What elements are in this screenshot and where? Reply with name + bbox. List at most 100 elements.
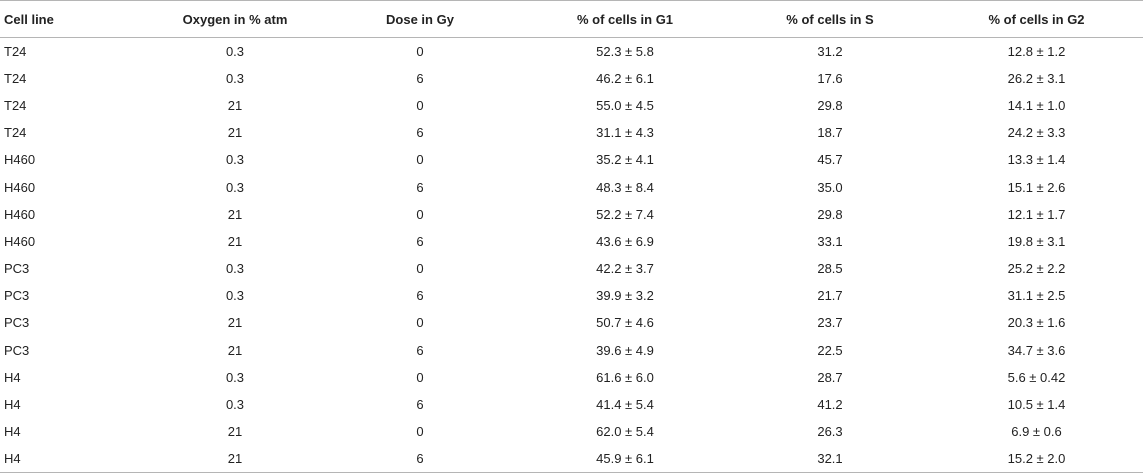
table-row: H460 0.3 6 48.3 ± 8.4 35.0 15.1 ± 2.6: [0, 173, 1143, 200]
table-row: H460 21 6 43.6 ± 6.9 33.1 19.8 ± 3.1: [0, 228, 1143, 255]
header-row: Cell line Oxygen in % atm Dose in Gy % o…: [0, 0, 1143, 38]
cell-s: 28.7: [817, 369, 843, 385]
cell-s: 29.8: [817, 97, 843, 113]
cell-dose: 0: [416, 369, 424, 385]
cell-g1: 39.9 ± 3.2: [596, 288, 654, 304]
table-row: PC3 0.3 0 42.2 ± 3.7 28.5 25.2 ± 2.2: [0, 255, 1143, 282]
cell-g1: 35.2 ± 4.1: [596, 152, 654, 168]
cell-dose: 6: [416, 397, 424, 413]
cell-s: 26.3: [817, 424, 843, 440]
table-row: H460 21 0 52.2 ± 7.4 29.8 12.1 ± 1.7: [0, 201, 1143, 228]
header-g2: % of cells in G2: [930, 0, 1143, 38]
cell-g1: 31.1 ± 4.3: [596, 125, 654, 141]
cell-cell-line: PC3: [4, 342, 30, 358]
cell-dose: 0: [416, 424, 424, 440]
cell-g2: 12.1 ± 1.7: [1007, 206, 1066, 222]
cell-g2: 19.8 ± 3.1: [1007, 233, 1066, 249]
cell-g2: 26.2 ± 3.1: [1007, 70, 1066, 86]
table-row: PC3 21 0 50.7 ± 4.6 23.7 20.3 ± 1.6: [0, 309, 1143, 336]
cell-dose: 6: [416, 179, 424, 195]
cell-g1: 52.3 ± 5.8: [596, 43, 654, 59]
cell-g2: 34.7 ± 3.6: [1007, 342, 1066, 358]
cell-cell-line: PC3: [4, 315, 30, 331]
header-g1: % of cells in G1: [520, 0, 730, 38]
cell-g2: 10.5 ± 1.4: [1007, 397, 1066, 413]
cell-cell-line: H460: [4, 152, 36, 168]
cell-oxygen: 21: [227, 342, 243, 358]
cell-oxygen: 0.3: [225, 179, 245, 195]
cell-dose: 6: [416, 342, 424, 358]
cell-cell-line: H4: [0, 445, 150, 473]
cell-dose: 6: [320, 445, 520, 473]
cell-g2: 15.1 ± 2.6: [1007, 179, 1066, 195]
cell-s: 22.5: [817, 342, 843, 358]
cell-s: 28.5: [817, 261, 843, 277]
cell-s: 41.2: [817, 397, 843, 413]
cell-cell-line: H4: [4, 397, 21, 413]
cell-g1: 39.6 ± 4.9: [596, 342, 654, 358]
cell-cell-line: T24: [4, 43, 27, 59]
cell-oxygen: 0.3: [225, 70, 245, 86]
cell-g1: 41.4 ± 5.4: [596, 397, 654, 413]
cell-s: 32.1: [730, 445, 930, 473]
cell-s: 33.1: [817, 233, 843, 249]
header-dose: Dose in Gy: [320, 0, 520, 38]
cell-cell-line: H460: [4, 206, 36, 222]
table-row: H4 0.3 6 41.4 ± 5.4 41.2 10.5 ± 1.4: [0, 391, 1143, 418]
cell-g1: 52.2 ± 7.4: [596, 206, 654, 222]
cell-cell-line: PC3: [4, 288, 30, 304]
cell-s: 23.7: [817, 315, 843, 331]
cell-dose: 0: [416, 261, 424, 277]
cell-dose: 0: [416, 152, 424, 168]
cell-g2: 15.2 ± 2.0: [930, 445, 1143, 473]
cell-oxygen: 0.3: [225, 152, 245, 168]
cell-g1: 46.2 ± 6.1: [596, 70, 654, 86]
cell-g2: 12.8 ± 1.2: [1007, 43, 1066, 59]
table-row: PC3 21 6 39.6 ± 4.9 22.5 34.7 ± 3.6: [0, 337, 1143, 364]
cell-g1: 48.3 ± 8.4: [596, 179, 654, 195]
table-row: T24 21 6 31.1 ± 4.3 18.7 24.2 ± 3.3: [0, 119, 1143, 146]
cell-dose: 0: [416, 206, 424, 222]
cell-g2: 13.3 ± 1.4: [1007, 152, 1066, 168]
table-body: T24 0.3 0 52.3 ± 5.8 31.2 12.8 ± 1.2 T24 0.3 6 46…: [0, 38, 1143, 473]
cell-cell-line: H460: [4, 233, 36, 249]
cell-dose: 0: [416, 315, 424, 331]
table-row: H4 21 0 62.0 ± 5.4 26.3 6.9 ± 0.6: [0, 418, 1143, 445]
cell-g1: 45.9 ± 6.1: [520, 445, 730, 473]
header-cell-line: Cell line: [0, 0, 150, 38]
cell-g1: 42.2 ± 3.7: [596, 261, 654, 277]
table-row: PC3 0.3 6 39.9 ± 3.2 21.7 31.1 ± 2.5: [0, 282, 1143, 309]
cell-oxygen: 0.3: [225, 369, 245, 385]
cell-oxygen: 21: [227, 206, 243, 222]
cell-cell-line: H460: [4, 179, 36, 195]
cell-s: 35.0: [817, 179, 843, 195]
cell-g2: 20.3 ± 1.6: [1007, 315, 1066, 331]
cell-s: 45.7: [817, 152, 843, 168]
cell-oxygen: 21: [227, 315, 243, 331]
cell-oxygen: 21: [150, 445, 320, 473]
table-row: H4 21 6 45.9 ± 6.1 32.1 15.2 ± 2.0: [0, 445, 1143, 473]
cell-g2: 31.1 ± 2.5: [1007, 288, 1066, 304]
cell-g1: 50.7 ± 4.6: [596, 315, 654, 331]
cell-g2: 5.6 ± 0.42: [1007, 369, 1066, 385]
cell-cell-line: T24: [4, 97, 27, 113]
cell-cell-line: T24: [4, 70, 27, 86]
cell-oxygen: 0.3: [225, 397, 245, 413]
cell-g2: 6.9 ± 0.6: [1011, 424, 1062, 440]
cell-s: 31.2: [817, 43, 843, 59]
cell-cell-line: PC3: [4, 261, 30, 277]
table-row: T24 21 0 55.0 ± 4.5 29.8 14.1 ± 1.0: [0, 92, 1143, 119]
cell-cell-line: H4: [4, 424, 21, 440]
cell-oxygen: 21: [227, 97, 243, 113]
cell-oxygen: 21: [227, 125, 243, 141]
cell-g2: 24.2 ± 3.3: [1007, 125, 1066, 141]
table-row: T24 0.3 0 52.3 ± 5.8 31.2 12.8 ± 1.2: [0, 38, 1143, 65]
cell-cell-line: H4: [4, 369, 21, 385]
table-row: H4 0.3 0 61.6 ± 6.0 28.7 5.6 ± 0.42: [0, 364, 1143, 391]
cell-oxygen: 21: [227, 424, 243, 440]
cell-s: 18.7: [817, 125, 843, 141]
cell-dose: 6: [416, 233, 424, 249]
cell-s: 29.8: [817, 206, 843, 222]
cell-oxygen: 0.3: [225, 261, 245, 277]
